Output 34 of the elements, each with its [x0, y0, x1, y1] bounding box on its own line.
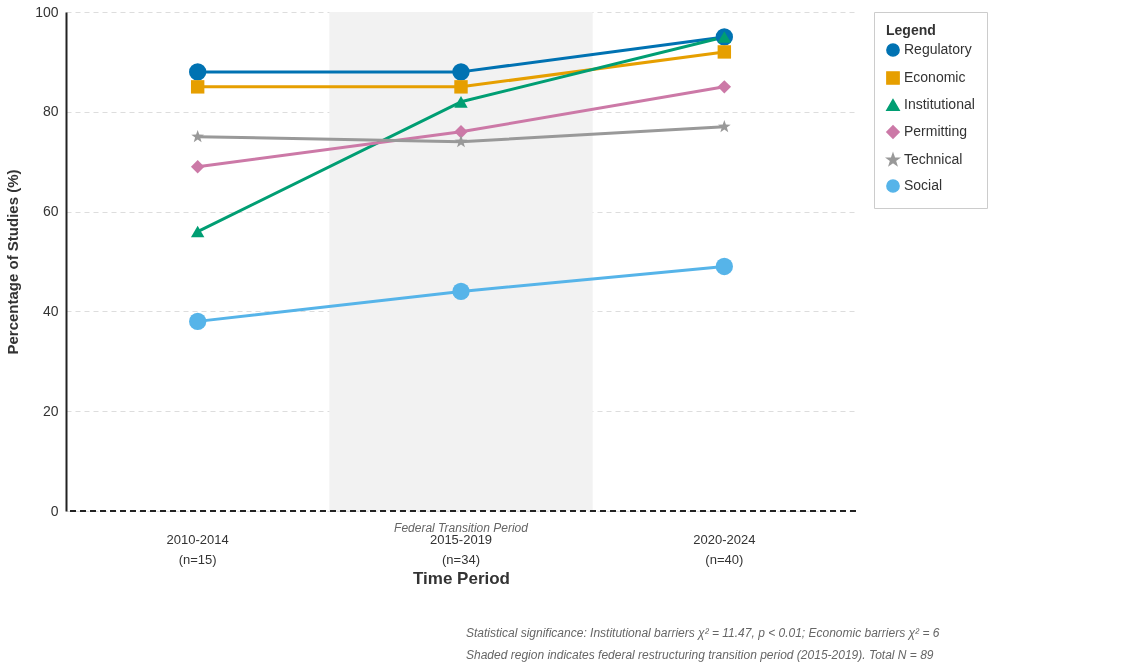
y-axis-title: Percentage of Studies (%)	[4, 169, 22, 355]
legend-label: Institutional	[904, 96, 975, 112]
point	[715, 257, 733, 276]
y-tick-label: 100	[35, 3, 59, 20]
point	[717, 120, 731, 133]
y-tick-label: 80	[42, 103, 59, 120]
point	[189, 63, 207, 81]
y-tick-label: 0	[50, 502, 59, 519]
legend-title: Legend	[886, 22, 936, 38]
point	[190, 225, 205, 238]
point	[191, 130, 205, 143]
legend-label: Economic	[904, 69, 966, 85]
point	[190, 159, 205, 174]
point	[717, 45, 732, 59]
point	[454, 80, 468, 94]
point	[452, 63, 470, 81]
x-tick-label: 2010-2014 (n=15)	[166, 531, 229, 567]
y-tick-label: 40	[42, 302, 59, 319]
legend-label: Regulatory	[904, 41, 972, 57]
x-axis-title: Time Period	[413, 568, 510, 588]
y-tick-label: 60	[42, 203, 59, 220]
text: Shaded region indicates federal restructuring transition period (2015-2019). Total N = 89	[466, 648, 934, 662]
legend-label: Social	[904, 177, 943, 193]
legend-label: Technical	[904, 151, 963, 167]
point	[452, 282, 470, 301]
point	[189, 312, 207, 331]
point	[717, 80, 732, 94]
y-tick-label: 20	[42, 402, 59, 419]
point	[190, 80, 205, 94]
x-tick-label: 2020-2024 (n=40)	[693, 531, 756, 567]
legend-label: Permitting	[904, 123, 968, 139]
point	[454, 96, 468, 108]
text: Statistical significance: Institutional barriers χ² = 11.47, p < 0.01; Economic barriers χ² = 6	[466, 626, 940, 640]
point	[454, 135, 468, 148]
